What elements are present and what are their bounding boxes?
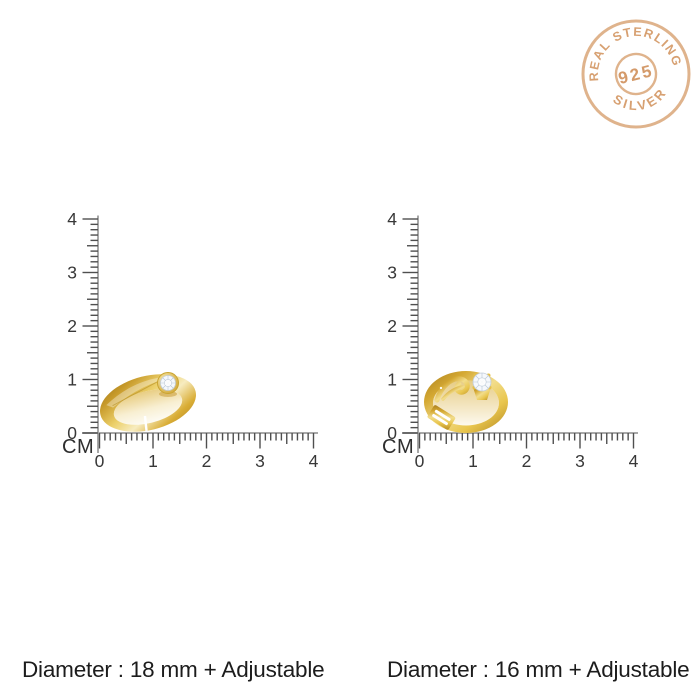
ruler-right: 00 1 1 2 2 3 3 4 4 xyxy=(387,209,639,471)
ring-photo-16mm xyxy=(424,371,508,433)
ruler-unit-label: CM xyxy=(62,436,95,458)
ruler-number: 0 xyxy=(95,451,105,471)
ruler-number: 1 xyxy=(468,451,478,471)
ruler-number: 3 xyxy=(67,263,77,283)
ruler-number: 0 xyxy=(415,451,425,471)
sterling-925-badge: REAL STERLING SILVER 925 xyxy=(579,17,691,129)
ruler-number: 3 xyxy=(575,451,585,471)
caption-diameter-left: Diameter : 18 mm + Adjustable xyxy=(22,657,325,682)
ruler-unit-label: CM xyxy=(382,436,415,458)
ruler-number: 3 xyxy=(255,451,265,471)
ring-inner-wall xyxy=(113,389,183,425)
wave-motif xyxy=(434,376,470,403)
badge-arc-bottom-text: SILVER xyxy=(609,83,673,118)
ring-photo-18mm xyxy=(100,372,196,432)
badge-inner-circle xyxy=(614,52,658,96)
ruler-number: 1 xyxy=(67,370,77,390)
ruler-number: 2 xyxy=(387,316,397,336)
ruler-number: 1 xyxy=(387,370,397,390)
ruler-number: 2 xyxy=(522,451,532,471)
badge-outer-circle xyxy=(581,19,691,129)
ruler-number: 4 xyxy=(387,209,397,229)
ruler-number: 0 xyxy=(387,423,397,443)
diamond-facets xyxy=(473,373,491,391)
diamond-facets xyxy=(160,375,176,391)
badge-center-text: 925 xyxy=(616,61,655,88)
adjustable-mechanism xyxy=(427,405,456,430)
ruler-number: 3 xyxy=(387,263,397,283)
ruler-number: 4 xyxy=(67,209,77,229)
accent-bead xyxy=(439,386,443,390)
ruler-number: 2 xyxy=(67,316,77,336)
ruler-number: 1 xyxy=(148,451,158,471)
ruler-left: 00 1 1 2 2 3 3 4 4 xyxy=(67,209,319,471)
ruler-number: 4 xyxy=(309,451,319,471)
badge-group: REAL STERLING SILVER 925 xyxy=(579,17,691,129)
caption-diameter-right: Diameter : 16 mm + Adjustable xyxy=(387,657,690,682)
ruler-number: 4 xyxy=(629,451,639,471)
ruler-number: 2 xyxy=(202,451,212,471)
ring-band xyxy=(100,374,196,432)
ruler-number: 0 xyxy=(67,423,77,443)
adjustable-slit xyxy=(143,415,148,432)
